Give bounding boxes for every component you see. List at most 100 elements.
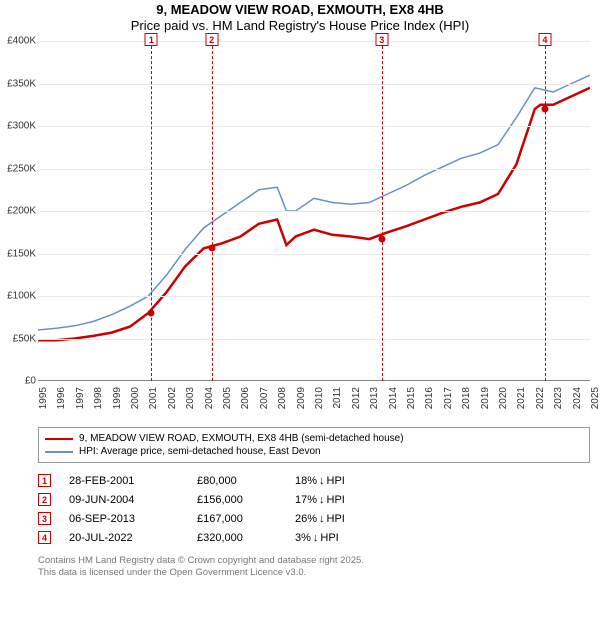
x-axis-label: 2011 — [332, 387, 343, 409]
marker-point — [148, 310, 155, 317]
marker-point — [378, 236, 385, 243]
transaction-row: 2 09-JUN-2004 £156,000 17%↓ HPI — [38, 490, 590, 509]
marker-box: 4 — [538, 33, 551, 46]
legend-swatch — [45, 451, 73, 453]
transaction-diff: 26%↓ HPI — [295, 513, 345, 525]
gridline — [38, 169, 590, 170]
x-axis-label: 1996 — [56, 387, 67, 409]
transaction-price: £156,000 — [197, 494, 277, 506]
y-axis-label: £50K — [0, 333, 36, 344]
x-axis-label: 2015 — [406, 387, 417, 409]
transaction-marker: 3 — [38, 512, 51, 525]
marker-point — [541, 106, 548, 113]
x-axis-label: 2000 — [130, 387, 141, 409]
x-axis-label: 2024 — [572, 387, 583, 409]
gridline — [38, 126, 590, 127]
transaction-date: 06-SEP-2013 — [69, 513, 179, 525]
diff-percent: 17% — [295, 494, 317, 506]
transaction-row: 128-FEB-2001£80,00018%↓ HPI — [38, 471, 590, 490]
x-axis-label: 2004 — [204, 387, 215, 409]
diff-vs-label: HPI — [327, 475, 345, 487]
chart-area: £0£50K£100K£150K£200K£250K£300K£350K£400… — [38, 41, 590, 421]
x-axis-label: 2017 — [443, 387, 454, 409]
x-axis-label: 1997 — [75, 387, 86, 409]
x-axis-label: 2003 — [185, 387, 196, 409]
x-axis-label: 2014 — [388, 387, 399, 409]
y-axis-label: £300K — [0, 121, 36, 132]
x-axis-label: 2012 — [351, 387, 362, 409]
diff-percent: 26% — [295, 513, 317, 525]
y-axis-label: £150K — [0, 248, 36, 259]
x-axis-label: 1999 — [112, 387, 123, 409]
x-axis-label: 2009 — [296, 387, 307, 409]
x-axis-label: 2008 — [277, 387, 288, 409]
arrow-down-icon: ↓ — [319, 494, 325, 506]
plot-region: £0£50K£100K£150K£200K£250K£300K£350K£400… — [38, 41, 590, 381]
legend-row: HPI: Average price, semi-detached house,… — [45, 445, 583, 458]
marker-box: 1 — [145, 33, 158, 46]
transaction-row: 3 06-SEP-2013 £167,000 26%↓ HPI — [38, 509, 590, 528]
transaction-date: 28-FEB-2001 — [69, 475, 179, 487]
transaction-diff: 17%↓ HPI — [295, 494, 345, 506]
marker-vline — [212, 41, 213, 381]
marker-vline — [545, 41, 546, 381]
transaction-price: £167,000 — [197, 513, 277, 525]
transaction-price: £320,000 — [197, 532, 277, 544]
series-line — [38, 75, 590, 330]
transaction-price: £80,000 — [197, 475, 277, 487]
marker-point — [208, 245, 215, 252]
transaction-marker: 2 — [38, 493, 51, 506]
y-axis-label: £200K — [0, 206, 36, 217]
y-axis-label: £400K — [0, 36, 36, 47]
transaction-marker: 4 — [38, 531, 51, 544]
diff-percent: 3% — [295, 532, 311, 544]
transaction-diff: 18%↓ HPI — [295, 475, 345, 487]
y-axis-label: £250K — [0, 163, 36, 174]
x-axis-label: 2023 — [553, 387, 564, 409]
chart-title-block: 9, MEADOW VIEW ROAD, EXMOUTH, EX8 4HB Pr… — [0, 0, 600, 33]
arrow-down-icon: ↓ — [319, 513, 325, 525]
legend-row: 9, MEADOW VIEW ROAD, EXMOUTH, EX8 4HB (s… — [45, 432, 583, 445]
x-axis-label: 2006 — [240, 387, 251, 409]
x-axis-label: 2018 — [461, 387, 472, 409]
gridline — [38, 41, 590, 42]
transaction-date: 20-JUL-2022 — [69, 532, 179, 544]
footer-attribution: Contains HM Land Registry data © Crown c… — [38, 555, 590, 580]
x-axis-label: 2019 — [480, 387, 491, 409]
x-axis-label: 2001 — [148, 387, 159, 409]
transaction-date: 09-JUN-2004 — [69, 494, 179, 506]
transactions-table: 128-FEB-2001£80,00018%↓ HPI209-JUN-2004£… — [38, 471, 590, 547]
legend-label: HPI: Average price, semi-detached house,… — [79, 446, 321, 457]
title-address: 9, MEADOW VIEW ROAD, EXMOUTH, EX8 4HB — [0, 2, 600, 17]
marker-box: 2 — [205, 33, 218, 46]
arrow-down-icon: ↓ — [313, 532, 319, 544]
x-axis-label: 2002 — [167, 387, 178, 409]
y-axis-label: £350K — [0, 78, 36, 89]
marker-box: 3 — [375, 33, 388, 46]
x-axis-label: 2022 — [535, 387, 546, 409]
title-subtitle: Price paid vs. HM Land Registry's House … — [0, 18, 600, 33]
gridline — [38, 211, 590, 212]
y-axis-label: £0 — [0, 376, 36, 387]
arrow-down-icon: ↓ — [319, 475, 325, 487]
diff-vs-label: HPI — [320, 532, 338, 544]
x-axis-label: 1998 — [93, 387, 104, 409]
marker-vline — [151, 41, 152, 381]
legend-swatch — [45, 438, 73, 440]
x-axis-label: 2016 — [424, 387, 435, 409]
diff-vs-label: HPI — [327, 494, 345, 506]
x-axis-label: 2021 — [516, 387, 527, 409]
diff-vs-label: HPI — [327, 513, 345, 525]
gridline — [38, 84, 590, 85]
x-axis-label: 2007 — [259, 387, 270, 409]
diff-percent: 18% — [295, 475, 317, 487]
x-axis-label: 2005 — [222, 387, 233, 409]
x-axis-label: 2013 — [369, 387, 380, 409]
marker-vline — [382, 41, 383, 381]
x-axis-label: 2025 — [590, 387, 600, 409]
gridline — [38, 339, 590, 340]
x-axis-label: 1995 — [38, 387, 49, 409]
footer-line-1: Contains HM Land Registry data © Crown c… — [38, 555, 590, 567]
legend: 9, MEADOW VIEW ROAD, EXMOUTH, EX8 4HB (s… — [38, 427, 590, 463]
x-axis-label: 2020 — [498, 387, 509, 409]
